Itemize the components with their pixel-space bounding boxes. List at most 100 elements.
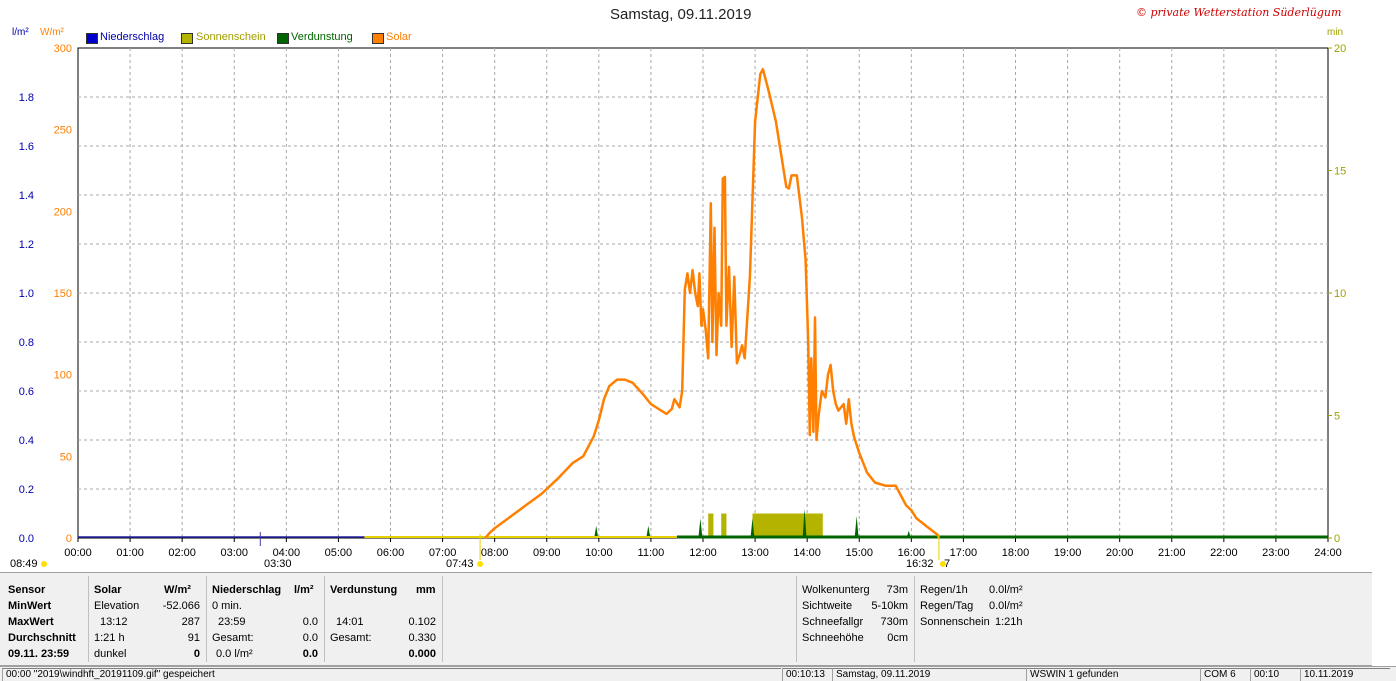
rainfall-label-1: Regen/Tag [920,600,974,612]
rainfall-label-2: Sonnenschein [920,616,990,628]
right-unit-min: min [1327,27,1344,38]
y-min-tick-label: 20 [1334,43,1346,55]
x-tick-label: 11:00 [638,547,665,559]
y-solar-tick-label: 200 [54,206,72,218]
rain-unit: l/m² [294,584,314,596]
legend-swatch-verdunstung [277,33,289,44]
legend-swatch-solar [372,33,384,44]
rainfall-value-1: 0.0l/m² [989,600,1023,612]
y-rain-tick-label: 1.0 [19,288,34,300]
x-tick-label: 08:00 [481,547,509,559]
y-rain-tick-label: 0.2 [19,484,34,496]
sunshine-bars [708,513,823,538]
evap-unit: mm [416,584,436,596]
evaporation-spike [854,515,859,538]
y-rain-tick-label: 0.0 [19,533,34,545]
rainfall-value-2: 1:21h [995,616,1023,628]
x-tick-label: 24:00 [1314,547,1342,559]
x-tick-label: 19:00 [1054,547,1082,559]
y-rain-tick-label: 1.4 [19,190,34,202]
y-min-tick-label: 10 [1334,288,1346,300]
evaporation-spike [906,530,911,538]
solar-value-1: 287 [181,616,200,628]
weather-label-2: Schneefallgr [802,616,864,628]
chart-plot: 00:00 01:00 02:00 03:00 04:00 05:00 06:00 07:00… [19,43,1346,567]
x-tick-label: 12:00 [689,547,717,559]
x-tick-label: 15:00 [845,547,873,559]
x-tick-label: 03:00 [220,547,248,559]
rain-value-1: 0.0 [302,616,318,628]
y-min-tick-label: 5 [1334,411,1340,423]
sunset-dot [939,561,946,567]
y-rain-tick-label: 1.6 [19,141,34,153]
x-tick-label: 13:00 [741,547,769,559]
sunshine-bar [708,513,714,538]
rain-label-3: 0.0 l/m² [216,648,253,660]
x-tick-label: 06:00 [377,547,405,559]
status-bar: 00:00 "2019\windhft_20191109.gif" gespei… [0,666,1396,681]
moonrise-dot [41,561,47,567]
rainfall-label-0: Regen/1h [920,584,968,596]
status-date: Samstag, 09.11.2019 [832,668,1026,681]
solar-line [484,67,941,539]
weather-value-1: 5-10km [871,600,908,612]
solar-label-2: 1:21 h [94,632,125,644]
x-tick-label: 23:00 [1262,547,1290,559]
y-solar-tick-label: 0 [66,533,72,545]
legend-label-niederschlag: Niederschlag [100,31,165,43]
x-tick-label: 05:00 [325,547,353,559]
evaporation-spike [698,518,703,538]
rain-value-3: 0.0 [302,648,318,660]
sunshine-bar [721,513,727,538]
status-message: 00:00 "2019\windhft_20191109.gif" gespei… [2,668,781,681]
status-port: COM 6 [1200,668,1250,681]
weather-label-0: Wolkenunterg [802,584,870,596]
sunrise-dot [477,561,484,567]
evap-label-2: Gesamt: [330,632,372,644]
x-tick-label: 20:00 [1106,547,1134,559]
evap-label-1: 14:01 [336,616,364,628]
grid [78,48,1328,538]
weather-label-3: Schneehöhe [802,632,864,644]
x-tick-label: 10:00 [585,547,613,559]
copyright-label: © private Wetterstation Süderlügum [1136,6,1342,19]
evap-value-3: 0.000 [408,648,436,660]
solar-value-0: -52.066 [162,600,200,612]
left-unit-rain: l/m² [12,27,29,38]
panel-separator [442,576,443,662]
solar-unit: W/m² [164,584,191,596]
evaporation-spike [594,525,599,538]
rain-header: Niederschlag [212,584,282,596]
y-min-tick-label: 0 [1334,533,1340,545]
rain-label-0: 0 min. [212,600,242,612]
rainfall-value-0: 0.0l/m² [989,584,1023,596]
legend-label-solar: Solar [386,31,412,43]
evap-header: Verdunstung [330,584,398,596]
weather-value-2: 730m [880,616,908,628]
sunrise-label: 07:43 [446,558,474,570]
x-tick-label: 07:00 [429,547,457,559]
weather-label-1: Sichtweite [802,600,853,612]
solar-label-1: 13:12 [100,616,128,628]
status-connection: WSWIN 1 gefunden [1026,668,1200,681]
sunset-suffix-label: 7 [944,558,951,570]
y-solar-tick-label: 50 [60,451,72,463]
sensor-row-avg: Durchschnitt [8,632,76,644]
weather-value-0: 73m [886,584,908,596]
solar-label-0: Elevation [94,600,140,612]
status-time: 00:10:13 [782,668,832,681]
panel-separator [324,576,325,662]
x-tick-label: 04:00 [273,547,301,559]
info-panel [0,572,1372,666]
x-tick-label: 09:00 [533,547,561,559]
sensor-header: Sensor [8,584,46,596]
evap-value-1: 0.102 [408,616,436,628]
y-rain-tick-label: 0.4 [19,435,34,447]
legend-label-sonnenschein: Sonnenschein [196,31,266,43]
panel-separator [796,576,797,662]
x-tick-label: 02:00 [168,547,196,559]
y-solar-tick-label: 250 [54,125,72,137]
legend-swatch-sonnenschein [181,33,193,44]
y-solar-tick-label: 100 [54,370,72,382]
solar-value-2: 91 [187,632,200,644]
